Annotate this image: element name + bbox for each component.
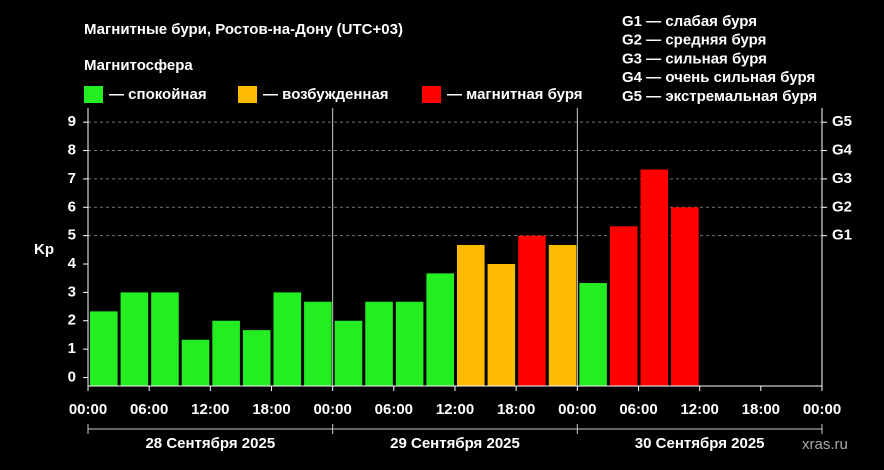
bar bbox=[487, 264, 516, 386]
bar bbox=[334, 320, 363, 386]
storm-scale-label: G5 — экстремальная буря bbox=[622, 88, 817, 105]
day-label: 28 Сентября 2025 bbox=[145, 435, 275, 452]
y2-tick-label: G2 bbox=[832, 198, 852, 215]
y-tick-label: 5 bbox=[68, 227, 76, 244]
bar bbox=[242, 330, 271, 386]
bar bbox=[365, 301, 393, 386]
day-label: 29 Сентября 2025 bbox=[390, 435, 520, 452]
legend-swatch bbox=[238, 86, 257, 103]
x-tick-label: 12:00 bbox=[191, 401, 229, 418]
y-tick-label: 2 bbox=[68, 312, 76, 329]
bar bbox=[181, 339, 210, 386]
y-tick-label: 6 bbox=[68, 198, 76, 215]
legend-swatch bbox=[84, 86, 103, 103]
bar bbox=[671, 207, 699, 386]
y-tick-label: 8 bbox=[68, 142, 76, 159]
y2-tick-label: G1 bbox=[832, 227, 852, 244]
x-tick-label: 18:00 bbox=[742, 401, 780, 418]
y2-tick-label: G3 bbox=[832, 170, 852, 187]
y-tick-label: 1 bbox=[68, 340, 76, 357]
y-axis-label: Kp bbox=[34, 241, 54, 258]
x-tick-label: 18:00 bbox=[497, 401, 535, 418]
bar bbox=[457, 245, 485, 386]
y-tick-label: 7 bbox=[68, 170, 76, 187]
x-tick-label: 18:00 bbox=[252, 401, 290, 418]
y2-tick-label: G4 bbox=[832, 142, 853, 159]
y-tick-label: 3 bbox=[68, 283, 76, 300]
day-label: 30 Сентября 2025 bbox=[635, 435, 765, 452]
bar bbox=[304, 301, 332, 386]
bar bbox=[212, 320, 240, 386]
x-tick-label: 00:00 bbox=[803, 401, 841, 418]
x-tick-label: 06:00 bbox=[375, 401, 413, 418]
legend-label: — спокойная bbox=[109, 86, 207, 103]
y-tick-label: 0 bbox=[68, 368, 76, 385]
watermark: xras.ru bbox=[802, 436, 848, 453]
x-tick-label: 00:00 bbox=[558, 401, 596, 418]
bar bbox=[579, 283, 607, 386]
y-tick-label: 9 bbox=[68, 113, 76, 130]
legend-label: — возбужденная bbox=[263, 86, 389, 103]
x-tick-label: 00:00 bbox=[69, 401, 107, 418]
bar bbox=[640, 169, 669, 386]
bar bbox=[548, 245, 577, 386]
storm-scale-label: G4 — очень сильная буря bbox=[622, 69, 815, 86]
legend-label: — магнитная буря bbox=[447, 86, 583, 103]
x-tick-label: 12:00 bbox=[680, 401, 718, 418]
bar bbox=[151, 292, 179, 386]
storm-scale-label: G1 — слабая буря bbox=[622, 13, 757, 30]
chart-title: Магнитные бури, Ростов-на-Дону (UTC+03) bbox=[84, 21, 403, 38]
bar bbox=[90, 311, 118, 386]
x-tick-label: 06:00 bbox=[619, 401, 657, 418]
storm-scale-label: G3 — сильная буря bbox=[622, 50, 767, 67]
y2-tick-label: G5 bbox=[832, 113, 852, 130]
y-tick-label: 4 bbox=[68, 255, 77, 272]
storm-scale-label: G2 — средняя буря bbox=[622, 32, 766, 49]
x-tick-label: 12:00 bbox=[436, 401, 474, 418]
legend-swatch bbox=[422, 86, 441, 103]
bar bbox=[518, 235, 546, 386]
bar bbox=[609, 226, 638, 386]
bar bbox=[120, 292, 149, 386]
legend-title: Магнитосфера bbox=[84, 57, 193, 74]
bar bbox=[426, 273, 454, 386]
bar bbox=[273, 292, 302, 386]
x-tick-label: 06:00 bbox=[130, 401, 168, 418]
bar bbox=[395, 301, 424, 386]
x-tick-label: 00:00 bbox=[313, 401, 351, 418]
